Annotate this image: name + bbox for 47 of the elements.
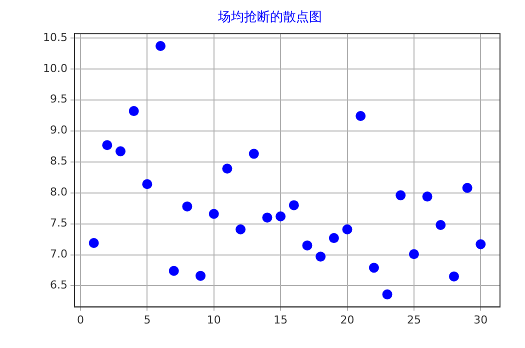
y-tick-label: 8.0: [50, 186, 68, 199]
point: [408, 249, 419, 260]
point: [142, 179, 152, 190]
point: [222, 164, 232, 174]
x-tick-label: 15: [274, 313, 288, 326]
y-tick-label: 7.0: [50, 248, 68, 261]
y-tick-label: 9.0: [50, 124, 68, 137]
x-tick-label: 25: [406, 313, 421, 326]
point: [88, 238, 99, 248]
x-tick-label: 10: [206, 313, 221, 326]
point: [168, 266, 179, 276]
x-tick-label: 0: [76, 313, 84, 326]
point: [476, 239, 486, 250]
point: [208, 208, 219, 219]
point: [248, 148, 259, 159]
point: [128, 106, 139, 116]
y-tick-label: 8.5: [50, 154, 68, 168]
point: [396, 190, 406, 200]
point: [276, 211, 286, 222]
point: [462, 182, 472, 193]
x-tick-label: 30: [474, 313, 488, 326]
y-tick-label: 7.5: [50, 216, 68, 230]
point: [382, 289, 392, 300]
point: [262, 212, 272, 223]
point: [316, 252, 326, 262]
point: [156, 40, 166, 51]
point: [328, 233, 339, 244]
point: [196, 270, 206, 281]
point: [182, 201, 192, 212]
point: [436, 220, 446, 230]
point: [356, 110, 366, 121]
point: [116, 146, 126, 156]
point: [448, 271, 459, 282]
chart-title: 场均抢断的散点图: [217, 10, 322, 26]
point: [102, 140, 112, 150]
point: [302, 240, 312, 250]
point: [368, 262, 379, 273]
y-tick-label: 6.5: [50, 278, 68, 292]
y-tick-label: 9.5: [50, 92, 68, 106]
point: [288, 200, 299, 210]
point: [342, 224, 352, 234]
point: [422, 192, 432, 202]
point: [236, 224, 246, 234]
y-tick-label: 10.0: [42, 62, 68, 75]
y-tick-label: 10.5: [42, 30, 68, 44]
x-tick-label: 5: [144, 313, 151, 326]
x-tick-label: 20: [340, 313, 354, 326]
